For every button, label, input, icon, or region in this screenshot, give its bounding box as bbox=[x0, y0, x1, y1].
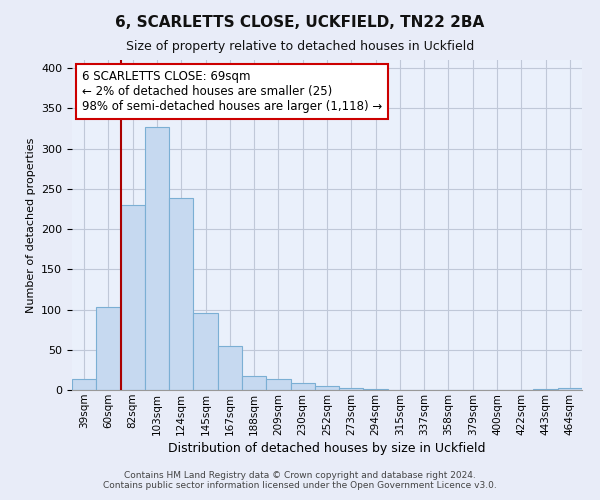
Bar bbox=[364, 389, 388, 390]
Bar bbox=[218, 346, 242, 390]
Bar bbox=[558, 388, 582, 390]
Text: 6, SCARLETTS CLOSE, UCKFIELD, TN22 2BA: 6, SCARLETTS CLOSE, UCKFIELD, TN22 2BA bbox=[115, 15, 485, 30]
Text: Contains HM Land Registry data © Crown copyright and database right 2024.
Contai: Contains HM Land Registry data © Crown c… bbox=[103, 470, 497, 490]
Text: 6 SCARLETTS CLOSE: 69sqm
← 2% of detached houses are smaller (25)
98% of semi-de: 6 SCARLETTS CLOSE: 69sqm ← 2% of detache… bbox=[82, 70, 382, 113]
Bar bbox=[72, 378, 96, 390]
Bar bbox=[315, 386, 339, 390]
Bar bbox=[193, 312, 218, 390]
Text: Size of property relative to detached houses in Uckfield: Size of property relative to detached ho… bbox=[126, 40, 474, 53]
Bar bbox=[145, 127, 169, 390]
Y-axis label: Number of detached properties: Number of detached properties bbox=[26, 138, 35, 312]
Bar bbox=[121, 205, 145, 390]
Bar bbox=[290, 383, 315, 390]
X-axis label: Distribution of detached houses by size in Uckfield: Distribution of detached houses by size … bbox=[168, 442, 486, 455]
Bar bbox=[266, 378, 290, 390]
Bar bbox=[96, 307, 121, 390]
Bar bbox=[169, 198, 193, 390]
Bar bbox=[242, 376, 266, 390]
Bar bbox=[339, 388, 364, 390]
Bar bbox=[533, 389, 558, 390]
